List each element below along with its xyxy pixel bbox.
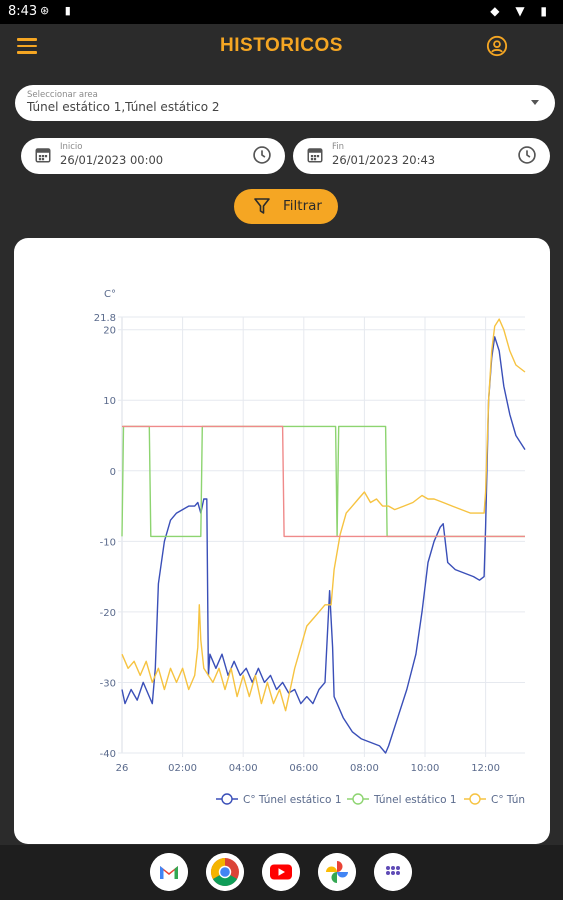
clock-icon[interactable] [252, 145, 272, 165]
legend-label: C° Túnel estático 1 [243, 794, 342, 806]
legend-label: C° Tún [491, 794, 525, 806]
x-tick-label: 04:00 [229, 763, 258, 774]
y-tick-label: -30 [100, 678, 116, 689]
youtube-icon[interactable] [262, 853, 300, 891]
filter-funnel-icon [254, 198, 270, 214]
chart-card: 21.8 20 10 0 -10 -20 -30 -40 26 02:00 04:00 06:00 08… [14, 238, 550, 844]
y-tick-label: 0 [110, 467, 116, 478]
legend-swatch-marker [352, 793, 364, 805]
end-date-field[interactable]: Fin 26/01/2023 20:43 [293, 138, 550, 174]
hamburger-menu-icon[interactable] [17, 38, 37, 54]
x-tick-label: 12:00 [471, 763, 500, 774]
chrome-icon[interactable] [206, 853, 244, 891]
y-tick-label: -40 [100, 749, 116, 760]
series-line [122, 425, 525, 538]
series-line [121, 336, 526, 754]
user-circle-icon[interactable] [486, 35, 508, 57]
x-tick-label: 06:00 [289, 763, 318, 774]
x-tick-label: 10:00 [411, 763, 440, 774]
legend-label: Túnel estático 1 [373, 794, 457, 806]
dropdown-caret-icon[interactable] [531, 100, 539, 105]
status-system-icons: ◆ ▼ ▮ [490, 4, 553, 18]
app-bar: HISTORICOS [0, 24, 563, 68]
y-tick-label: 10 [103, 396, 116, 407]
filter-button-label: Filtrar [283, 198, 322, 214]
system-dock [0, 845, 563, 900]
start-date-field[interactable]: Inicio 26/01/2023 00:00 [21, 138, 285, 174]
gmail-icon[interactable] [150, 853, 188, 891]
calendar-icon [307, 148, 323, 163]
end-date-value: 26/01/2023 20:43 [332, 153, 436, 167]
legend-swatch-marker [221, 793, 233, 805]
area-select[interactable]: Seleccionar area Túnel estático 1,Túnel … [15, 85, 555, 121]
area-select-label: Seleccionar area [27, 90, 98, 100]
x-tick-label: 02:00 [168, 763, 197, 774]
google-photos-icon[interactable] [318, 853, 356, 891]
page-title: HISTORICOS [220, 35, 343, 56]
x-tick-label: 08:00 [350, 763, 379, 774]
status-notification-icons: ⊛ ▮ [40, 4, 77, 17]
y-axis-label: C° [104, 289, 116, 300]
status-bar: 8:43 ⊛ ▮ ◆ ▼ ▮ [0, 0, 563, 24]
clock-icon[interactable] [517, 145, 537, 165]
y-tick-label: 21.8 [94, 313, 116, 324]
legend-swatch-marker [469, 793, 481, 805]
area-select-value: Túnel estático 1,Túnel estático 2 [27, 100, 220, 114]
end-date-label: Fin [332, 142, 345, 152]
series-line [121, 318, 526, 712]
filter-button[interactable]: Filtrar [234, 189, 338, 224]
y-tick-label: -20 [100, 608, 116, 619]
y-tick-label: -10 [100, 537, 116, 548]
start-date-value: 26/01/2023 00:00 [60, 153, 164, 167]
calendar-icon [35, 148, 51, 163]
x-tick-label: 26 [116, 763, 129, 774]
app-drawer-icon[interactable] [374, 853, 412, 891]
start-date-label: Inicio [60, 142, 83, 152]
y-tick-label: 20 [103, 326, 116, 337]
status-time: 8:43 [8, 4, 38, 19]
